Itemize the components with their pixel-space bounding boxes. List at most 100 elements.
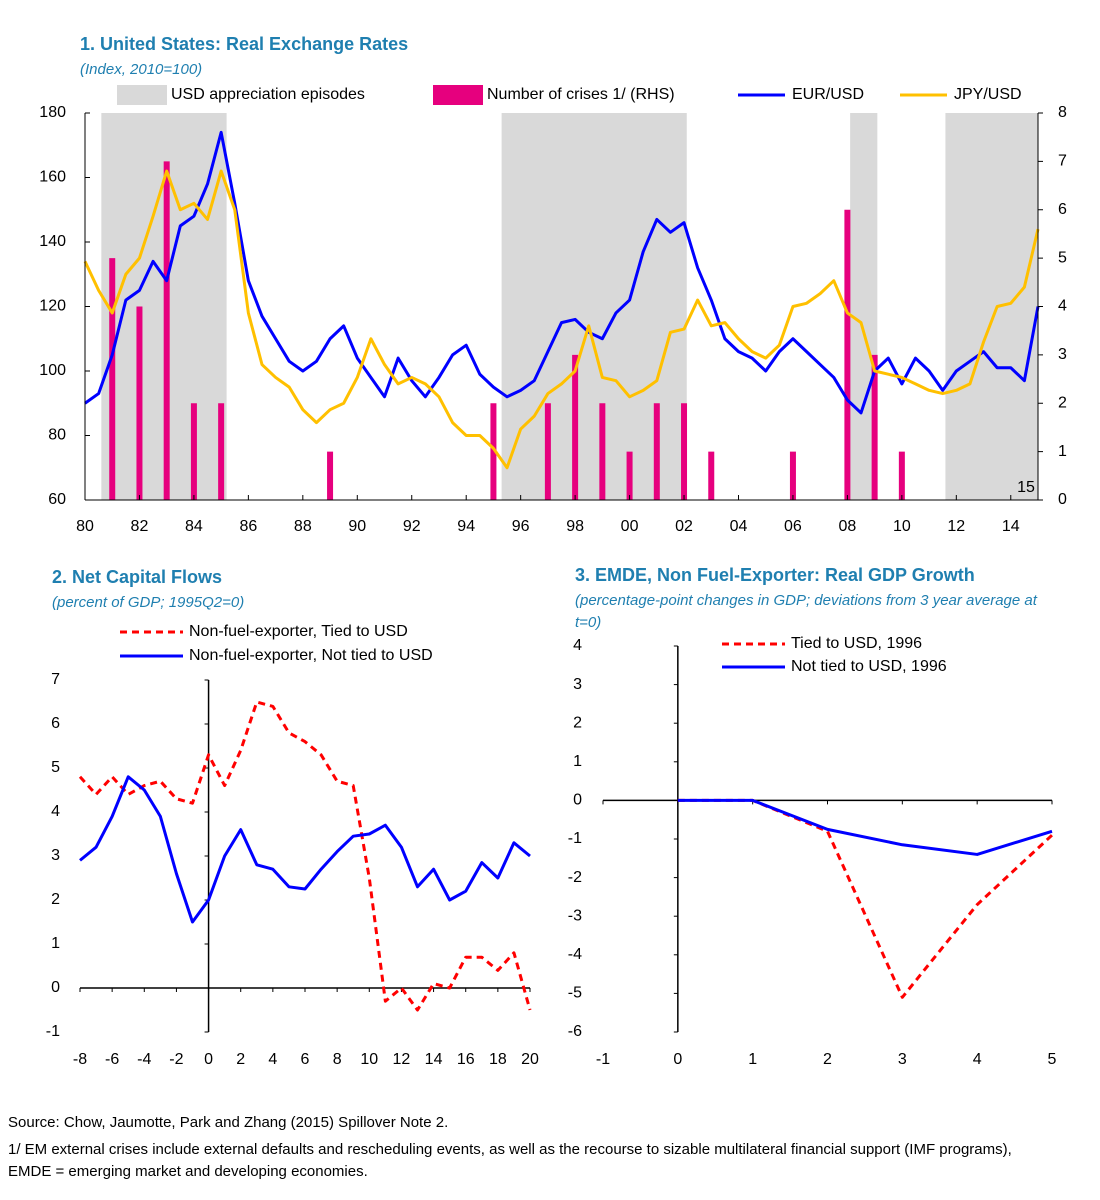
shaded-episode <box>945 113 1038 500</box>
bar <box>871 354 878 500</box>
y2-tick-label: 3 <box>1058 346 1067 363</box>
chart-title: 1. United States: Real Exchange Rates <box>80 34 409 54</box>
legend-swatch <box>117 85 167 105</box>
bar <box>163 161 170 500</box>
x-tick-label: 5 <box>1048 1051 1057 1068</box>
chart-subtitle: (percent of GDP; 1995Q2=0) <box>52 594 245 611</box>
y-tick-label: 5 <box>51 759 60 776</box>
y-tick-label: -3 <box>568 907 582 924</box>
x-tick-label: 16 <box>457 1051 475 1068</box>
y-tick-label: -1 <box>568 830 582 847</box>
y-tick-label: 2 <box>51 891 60 908</box>
chart-subtitle: (Index, 2010=100) <box>80 61 203 78</box>
x-tick-label: 00 <box>621 518 639 535</box>
series-line <box>677 798 1053 856</box>
x-tick-label: 12 <box>947 518 965 535</box>
series-line <box>78 700 532 1012</box>
y-tick-label: 4 <box>573 637 582 654</box>
legend-label: Number of crises 1/ (RHS) <box>487 86 675 103</box>
x-tick-label: 3 <box>898 1051 907 1068</box>
bar <box>190 403 197 500</box>
y-tick-label: -4 <box>568 946 582 963</box>
legend-label: JPY/USD <box>954 86 1022 103</box>
x-tick-label: 0 <box>204 1051 213 1068</box>
x-tick-label: 2 <box>823 1051 832 1068</box>
x-tick-label: 08 <box>839 518 857 535</box>
x-tick-label: 96 <box>512 518 530 535</box>
bar <box>653 403 660 500</box>
x-tick-label: 12 <box>393 1051 411 1068</box>
y-tick-label: 7 <box>51 671 60 688</box>
x-tick-label: 10 <box>893 518 911 535</box>
legend-swatch <box>433 85 483 105</box>
x-tick-label: 84 <box>185 518 203 535</box>
x-tick-label: 2 <box>236 1051 245 1068</box>
x-tick-label: -2 <box>169 1051 183 1068</box>
x-tick-label: -4 <box>137 1051 151 1068</box>
x-tick-label: 0 <box>673 1051 682 1068</box>
series-line <box>84 130 1040 415</box>
x-tick-label: 90 <box>348 518 366 535</box>
bar <box>844 209 851 500</box>
y-tick-label: 0 <box>51 979 60 996</box>
bar <box>626 451 633 500</box>
chart-subtitle: (percentage-point changes in GDP; deviat… <box>575 592 1037 631</box>
bar <box>490 403 497 500</box>
x-tick-label: 86 <box>239 518 257 535</box>
x-tick-label: 92 <box>403 518 421 535</box>
x-tick-label: 88 <box>294 518 312 535</box>
legend-label: Non-fuel-exporter, Tied to USD <box>189 623 408 640</box>
series-line <box>79 775 531 924</box>
x-tick-label: 20 <box>521 1051 539 1068</box>
x-tick-label: -1 <box>596 1051 610 1068</box>
bar <box>109 258 116 500</box>
y2-tick-label: 8 <box>1058 104 1067 121</box>
y2-tick-label: 7 <box>1058 153 1067 170</box>
y-tick-label: 2 <box>573 714 582 731</box>
y2-tick-label: 0 <box>1058 491 1067 508</box>
x-tick-label: 82 <box>131 518 149 535</box>
y-tick-label: 1 <box>51 935 60 952</box>
x-tick-label: 8 <box>333 1051 342 1068</box>
bar <box>572 354 579 500</box>
x-tick-label: 14 <box>1002 518 1020 535</box>
bar <box>218 403 225 500</box>
x-tick-label: 94 <box>457 518 475 535</box>
x-tick-label: 98 <box>566 518 584 535</box>
y-tick-label: -6 <box>568 1023 582 1040</box>
x-tick-label: 6 <box>301 1051 310 1068</box>
y-tick-label: 3 <box>51 847 60 864</box>
bar <box>708 451 715 500</box>
bar <box>136 306 143 500</box>
annotation: 15 <box>1017 479 1035 496</box>
y2-tick-label: 2 <box>1058 394 1067 411</box>
footnote: 1/ EM external crises include external d… <box>8 1141 1012 1180</box>
x-tick-label: 10 <box>360 1051 378 1068</box>
legend-label: Non-fuel-exporter, Not tied to USD <box>189 647 433 664</box>
x-tick-label: 18 <box>489 1051 507 1068</box>
y-tick-label: 0 <box>573 792 582 809</box>
y-tick-label: -5 <box>568 985 582 1002</box>
y-tick-label: -2 <box>568 869 582 886</box>
x-tick-label: 02 <box>675 518 693 535</box>
bar <box>544 403 551 500</box>
y-tick-label: 100 <box>39 362 66 379</box>
chart-title: 2. Net Capital Flows <box>52 567 223 587</box>
y-tick-label: -1 <box>46 1023 60 1040</box>
y2-tick-label: 4 <box>1058 298 1067 315</box>
y-tick-label: 60 <box>48 491 66 508</box>
x-tick-label: 14 <box>425 1051 443 1068</box>
y-tick-label: 3 <box>573 676 582 693</box>
y-tick-label: 4 <box>51 803 60 820</box>
x-tick-label: 4 <box>973 1051 982 1068</box>
y2-tick-label: 5 <box>1058 249 1067 266</box>
x-tick-label: -6 <box>105 1051 119 1068</box>
source-note: Source: Chow, Jaumotte, Park and Zhang (… <box>8 1114 449 1131</box>
chart-title: 3. EMDE, Non Fuel-Exporter: Real GDP Gro… <box>575 565 975 585</box>
series-line <box>677 798 1054 999</box>
legend-label: Tied to USD, 1996 <box>791 635 922 652</box>
bar <box>898 451 905 500</box>
y-tick-label: 80 <box>48 427 66 444</box>
